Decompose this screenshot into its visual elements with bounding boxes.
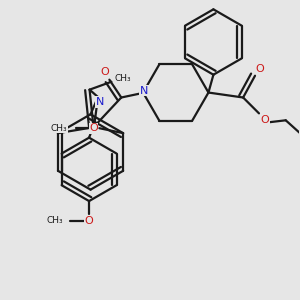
Text: CH₃: CH₃ — [50, 124, 67, 133]
Text: O: O — [100, 67, 109, 77]
Text: CH₃: CH₃ — [115, 74, 132, 83]
Text: O: O — [89, 123, 98, 133]
Text: CH₃: CH₃ — [46, 216, 63, 225]
Text: O: O — [256, 64, 264, 74]
Text: N: N — [140, 85, 148, 96]
Text: O: O — [261, 115, 269, 125]
Text: O: O — [85, 216, 93, 226]
Text: N: N — [96, 97, 104, 107]
